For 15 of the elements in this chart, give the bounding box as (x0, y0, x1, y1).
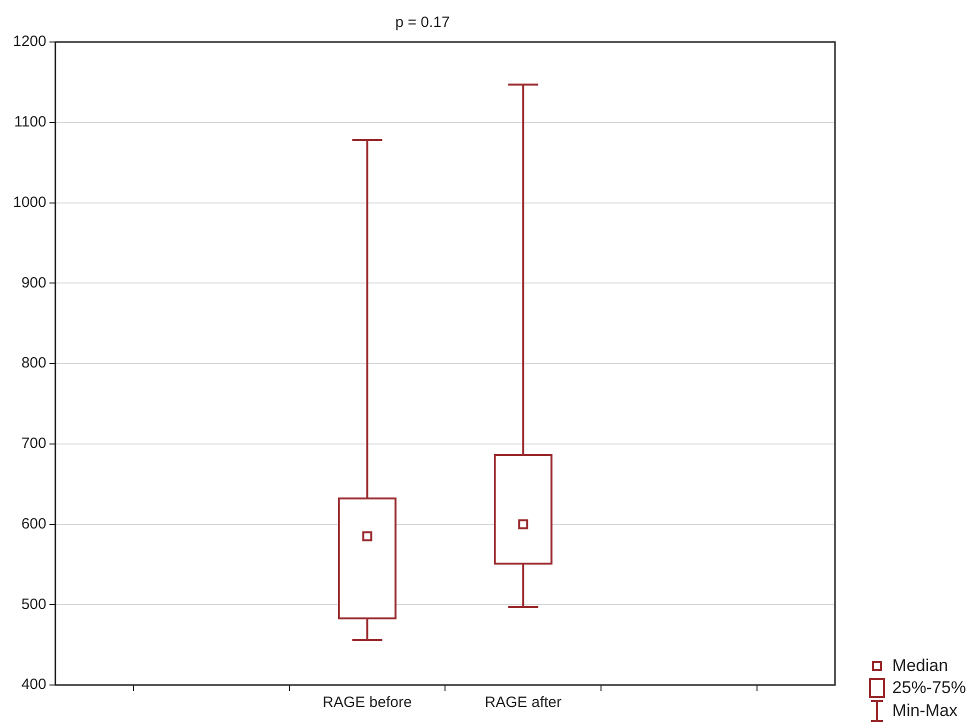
y-tick-label: 700 (21, 435, 46, 452)
y-tick-label: 1000 (12, 194, 46, 211)
y-tick-label: 1200 (12, 33, 46, 50)
y-tick-label: 1100 (14, 114, 46, 131)
text: 25%-75% (892, 677, 966, 699)
y-tick-label: 800 (21, 354, 46, 372)
y-tick-label: 600 (21, 515, 46, 532)
chart-title: p = 0.17 (395, 14, 450, 32)
text: Min-Max (892, 700, 958, 722)
y-tick-label: 900 (21, 274, 46, 292)
y-tick-label: 500 (21, 596, 46, 613)
y-tick-label: 400 (21, 676, 46, 694)
text: Median (892, 655, 948, 677)
x-tick-label: RAGE before (322, 694, 412, 712)
x-tick-label: RAGE after (484, 694, 562, 712)
